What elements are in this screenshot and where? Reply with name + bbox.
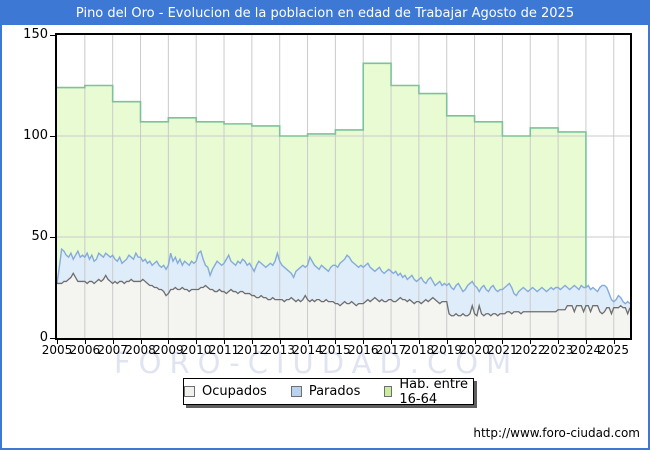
- plot-area: [55, 33, 632, 340]
- x-tick-label: 2015: [320, 343, 351, 357]
- x-tick-label: 2010: [180, 343, 212, 357]
- x-tick-mark: [418, 340, 420, 344]
- chart-canvas: [57, 35, 630, 338]
- legend-label-hab-16-64: Hab. entre 16-64: [399, 376, 468, 407]
- hab-16-64-swatch-icon: [384, 386, 393, 397]
- x-tick-mark: [84, 340, 86, 344]
- x-tick-label: 2013: [264, 343, 295, 357]
- x-tick-label: 2024: [570, 343, 602, 357]
- x-tick-mark: [196, 340, 198, 344]
- x-tick-label: 2005: [41, 343, 73, 357]
- x-tick-label: 2007: [97, 343, 128, 357]
- x-tick-mark: [335, 340, 337, 344]
- parados-swatch-icon: [290, 386, 302, 397]
- x-tick-label: 2023: [542, 343, 574, 357]
- ocupados-line: [57, 272, 630, 317]
- hab-16-64-line: [57, 62, 587, 288]
- x-tick-mark: [279, 340, 281, 344]
- x-tick-mark: [224, 340, 226, 344]
- x-tick-label: 2022: [514, 343, 546, 357]
- x-tick-mark: [474, 340, 476, 344]
- x-tick-label: 2021: [487, 343, 518, 357]
- watermark: FORO-CIUDAD.COM: [114, 346, 520, 380]
- x-tick-mark: [530, 340, 532, 344]
- x-tick-label: 2016: [347, 343, 379, 357]
- y-tick-label: 0: [39, 330, 48, 345]
- x-tick-label: 2012: [236, 343, 268, 357]
- ocupados-swatch-icon: [184, 386, 195, 397]
- y-tick-label: 150: [23, 27, 48, 42]
- x-tick-label: 2018: [403, 343, 435, 357]
- x-tick-label: 2009: [153, 343, 184, 357]
- x-tick-mark: [446, 340, 448, 344]
- x-tick-mark: [502, 340, 504, 344]
- x-tick-mark: [251, 340, 253, 344]
- legend-item-ocupados: Ocupados: [184, 384, 267, 399]
- x-tick-mark: [112, 340, 114, 344]
- x-tick-label: 2017: [375, 343, 407, 357]
- x-tick-label: 2014: [292, 343, 323, 357]
- footer-link[interactable]: http://www.foro-ciudad.com: [473, 426, 640, 440]
- legend-item-parados: Parados: [290, 384, 361, 399]
- y-tick-label: 50: [31, 229, 48, 244]
- x-tick-label: 2008: [125, 343, 156, 357]
- x-tick-mark: [168, 340, 170, 344]
- legend-label-parados: Parados: [308, 384, 361, 399]
- y-tick-label: 100: [23, 128, 48, 143]
- y-tick-mark: [50, 338, 55, 339]
- x-tick-mark: [585, 340, 587, 344]
- ocupados-area: [57, 273, 630, 338]
- x-tick-mark: [307, 340, 309, 344]
- legend-label-ocupados: Ocupados: [202, 384, 267, 399]
- parados-line: [57, 247, 630, 305]
- x-tick-label: 2011: [208, 343, 240, 357]
- x-tick-mark: [613, 340, 615, 344]
- x-tick-mark: [558, 340, 560, 344]
- legend: Ocupados Parados Hab. entre 16-64: [183, 377, 474, 407]
- y-tick-mark: [50, 136, 55, 137]
- chart-title: Pino del Oro - Evolucion de la poblacion…: [2, 2, 648, 25]
- x-tick-mark: [391, 340, 393, 344]
- x-tick-label: 2019: [431, 343, 462, 357]
- x-tick-mark: [363, 340, 365, 344]
- y-tick-mark: [50, 35, 55, 36]
- x-tick-label: 2006: [69, 343, 101, 357]
- legend-item-hab-16-64: Hab. entre 16-64: [384, 377, 473, 407]
- x-tick-label: 2025: [598, 343, 630, 357]
- x-tick-mark: [140, 340, 142, 344]
- x-tick-mark: [57, 340, 58, 344]
- x-tick-label: 2020: [459, 343, 490, 357]
- y-tick-mark: [50, 237, 55, 238]
